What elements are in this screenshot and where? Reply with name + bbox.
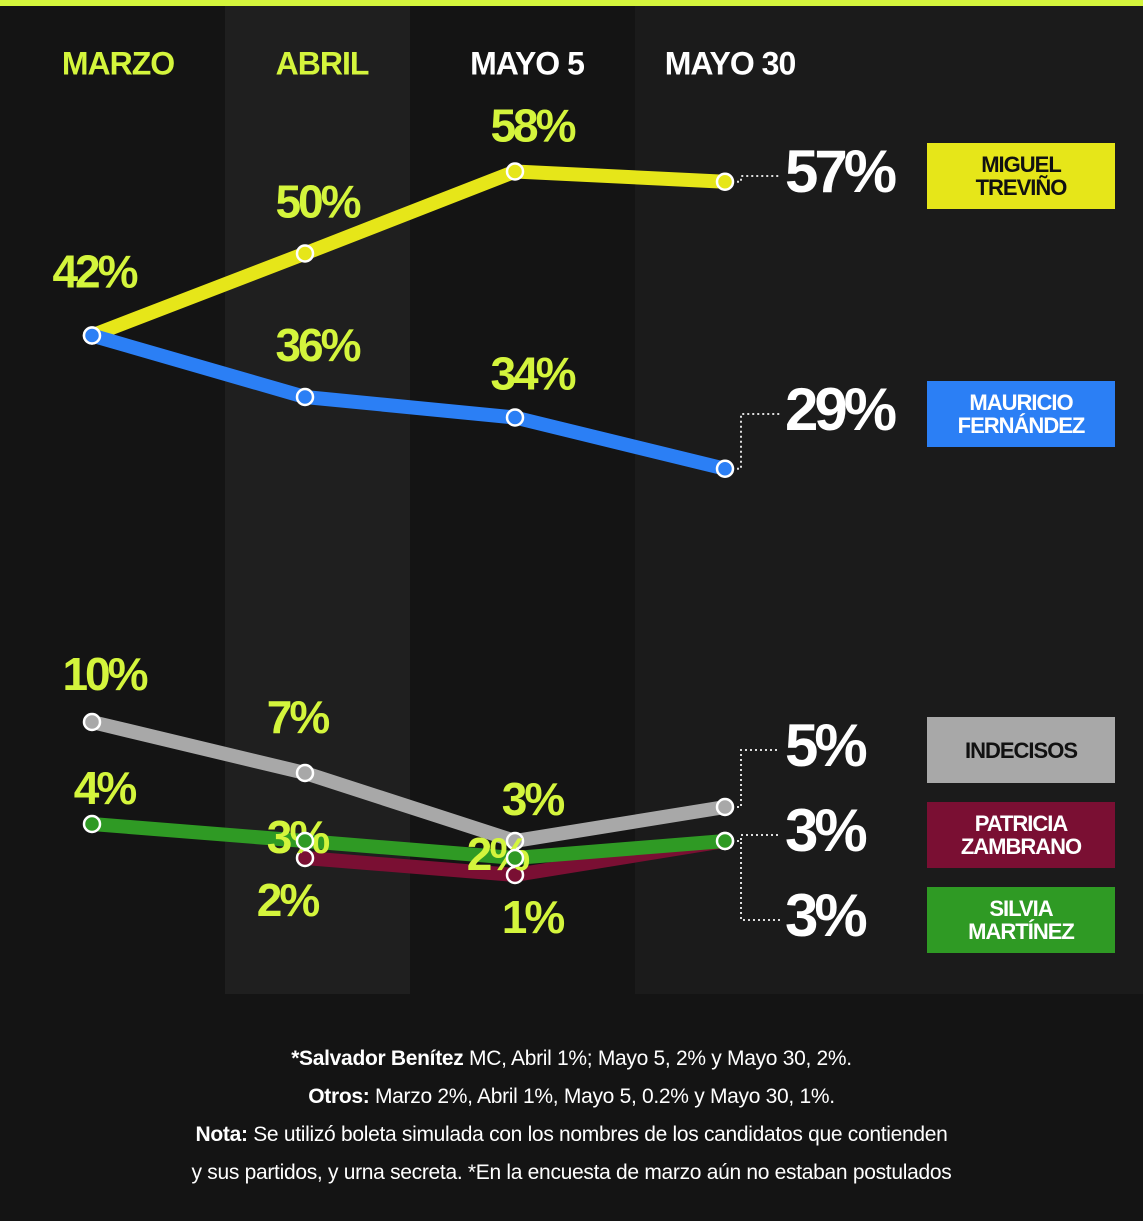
point: [715, 797, 735, 817]
data-label: 4%: [74, 762, 137, 814]
x-header: MARZO: [62, 45, 174, 81]
connector: [737, 175, 780, 183]
point: [295, 763, 315, 783]
point: [505, 848, 525, 868]
data-label: 50%: [275, 176, 360, 228]
note-bold: Otros:: [308, 1085, 370, 1108]
end-label: 29%: [785, 376, 896, 443]
series-line: [85, 817, 732, 865]
note-text: y sus partidos, y urna secreta. *En la e…: [191, 1161, 952, 1184]
note-text: Marzo 2%, Abril 1%, Mayo 5, 0.2% y Mayo …: [369, 1085, 835, 1108]
end-label: 3%: [785, 797, 866, 864]
point: [82, 326, 102, 345]
note-bold: *Salvador Benítez: [291, 1047, 464, 1070]
data-label: 36%: [275, 319, 360, 371]
point: [82, 712, 102, 732]
note-line: Nota: Se utilizó boleta simulada con los…: [0, 1116, 1143, 1154]
data-label: 34%: [490, 348, 575, 400]
note-line: Otros: Marzo 2%, Abril 1%, Mayo 5, 0.2% …: [0, 1078, 1143, 1116]
note-text: Se utilizó boleta simulada con los nombr…: [247, 1123, 948, 1146]
connector: [737, 749, 780, 808]
x-header: ABRIL: [276, 45, 369, 81]
x-header: MAYO 5: [470, 45, 584, 81]
point: [505, 408, 525, 427]
legend-item: MAURICIO FERNÁNDEZ: [927, 381, 1115, 447]
end-label: 3%: [785, 882, 866, 949]
series-line: [85, 164, 732, 343]
note-line: *Salvador Benítez MC, Abril 1%; Mayo 5, …: [0, 1040, 1143, 1078]
data-label: 58%: [490, 100, 575, 152]
note-text: MC, Abril 1%; Mayo 5, 2% y Mayo 30, 2%.: [463, 1047, 852, 1070]
point: [295, 387, 315, 407]
point: [295, 244, 315, 263]
data-label: 1%: [502, 891, 565, 943]
notes: *Salvador Benítez MC, Abril 1%; Mayo 5, …: [0, 1040, 1143, 1192]
note-line: y sus partidos, y urna secreta. *En la e…: [0, 1154, 1143, 1192]
top-border: [0, 0, 1143, 6]
data-label: 3%: [502, 773, 565, 825]
data-label: 42%: [52, 246, 137, 298]
legend-item: PATRICIA ZAMBRANO: [927, 802, 1115, 868]
legend-item: MIGUEL TREVIÑO: [927, 143, 1115, 209]
data-label: 10%: [62, 648, 147, 700]
x-header: MAYO 30: [665, 45, 796, 81]
connector: [737, 840, 780, 921]
series-line: [85, 328, 732, 476]
column-band: [225, 6, 410, 994]
point: [295, 831, 315, 851]
note-bold: Nota:: [195, 1123, 248, 1146]
end-label: 5%: [785, 712, 866, 779]
series-line: [85, 715, 732, 848]
data-label: 2%: [257, 874, 320, 926]
point: [82, 814, 102, 834]
point: [715, 172, 735, 191]
data-label: 7%: [267, 691, 330, 743]
end-label: 57%: [785, 138, 896, 205]
point: [715, 459, 735, 478]
connector: [737, 413, 780, 470]
legend-item: INDECISOS: [927, 717, 1115, 783]
legend-item: SILVIA MARTÍNEZ: [927, 887, 1115, 953]
point: [505, 162, 525, 181]
point: [715, 831, 735, 851]
